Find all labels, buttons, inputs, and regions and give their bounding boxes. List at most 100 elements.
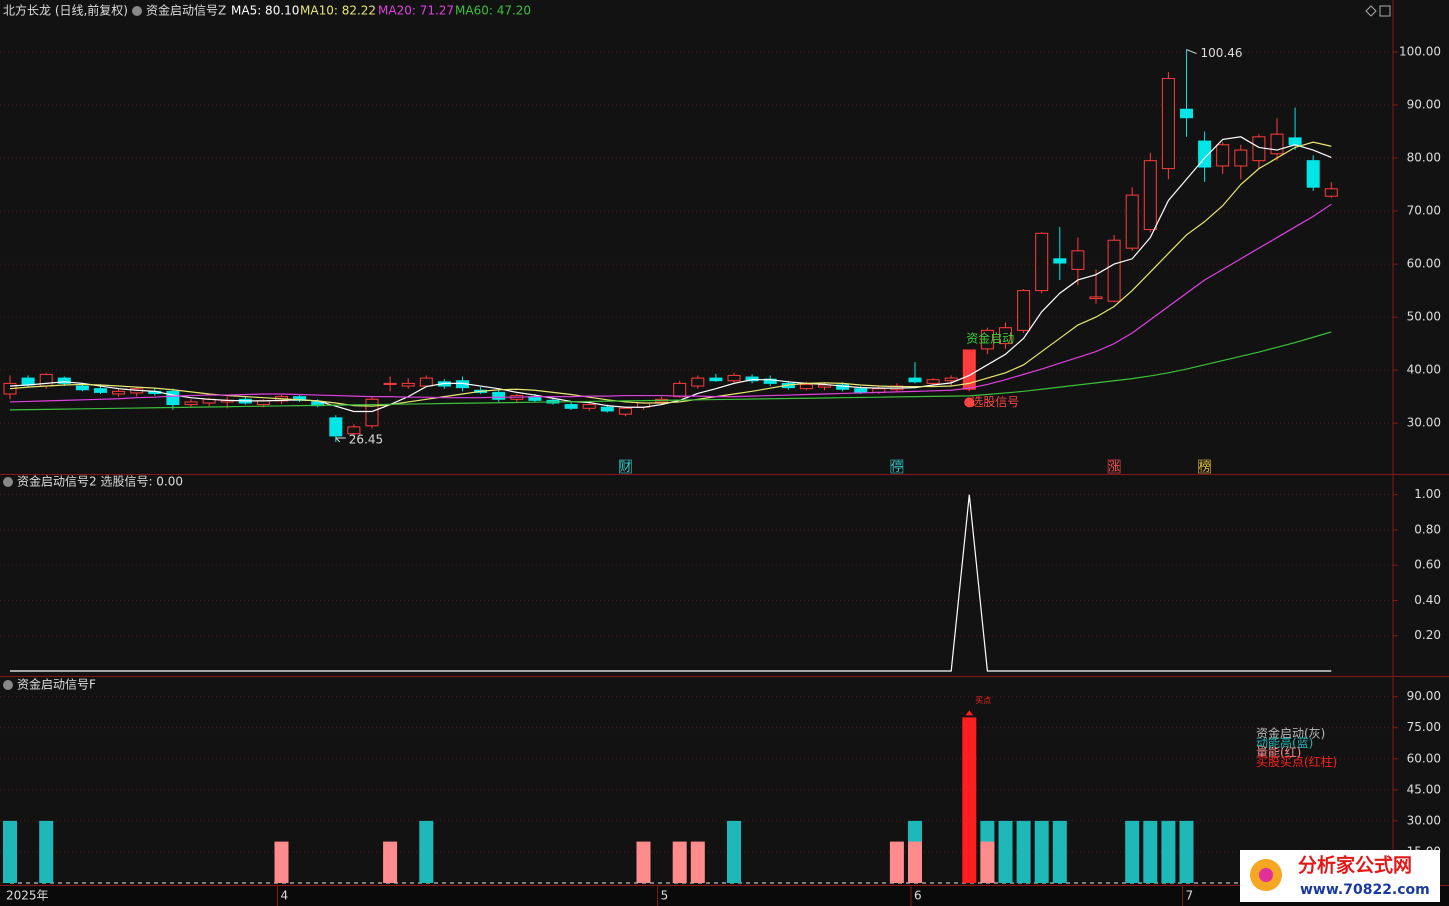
annotation: 买点 (975, 696, 991, 705)
bar (889, 841, 904, 883)
candle-body (673, 382, 687, 398)
bar (3, 820, 17, 883)
ma-line (9, 331, 1332, 411)
bar (980, 841, 995, 883)
candle-body (1071, 250, 1085, 270)
bar (1016, 820, 1031, 883)
candle-body (564, 404, 578, 409)
candle-body (745, 376, 759, 382)
y-tick-label: 0.80 (1414, 522, 1441, 536)
candle-body (94, 388, 107, 393)
candle-body (962, 349, 976, 390)
high-label: 100.46 (1201, 46, 1243, 60)
candle-body (854, 388, 868, 393)
y-tick-label: 100.00 (1399, 44, 1441, 58)
candle-body (1234, 149, 1248, 167)
logo-url: www.70822.com (1300, 882, 1430, 898)
bar (383, 841, 398, 883)
event-badge (1198, 459, 1211, 474)
y-tick-label: 75.00 (1407, 720, 1441, 734)
candle-body (166, 390, 180, 406)
candle-body (618, 407, 632, 415)
event-label: 涨 (1108, 459, 1120, 474)
x-axis-strip (0, 886, 1449, 906)
candle-body (980, 329, 994, 350)
candle-body (582, 404, 596, 409)
candle-body (75, 385, 89, 391)
candle-body (799, 383, 813, 390)
bar (1052, 820, 1067, 883)
bar (962, 717, 977, 883)
bar (1034, 820, 1049, 883)
icon (132, 6, 142, 16)
bar (908, 841, 922, 883)
legend-entry: 买股买点(红柱) (1256, 754, 1337, 769)
candle-body (727, 374, 741, 382)
x-tick-label: 4 (281, 889, 289, 903)
candle-body (691, 377, 705, 387)
candle-body (1198, 140, 1212, 168)
bar (1179, 820, 1194, 883)
icon (3, 477, 13, 487)
candle-body (1288, 137, 1302, 146)
bar (690, 841, 705, 883)
event-badge (619, 459, 632, 474)
annotation: 资金启动 (966, 330, 1014, 345)
candle-body (184, 401, 198, 406)
buy-marker (965, 710, 974, 716)
y-tick-label: 90.00 (1407, 689, 1441, 703)
y-tick-label: 0.60 (1414, 558, 1441, 572)
x-tick-label: 5 (661, 889, 669, 903)
candle-body (401, 382, 415, 387)
candle-body (709, 377, 723, 382)
y-tick-label: 1.00 (1414, 487, 1441, 501)
legend-entry: MA60: 47.20 (455, 4, 531, 18)
bar (274, 841, 289, 883)
bar (727, 820, 741, 883)
candle-body (1035, 232, 1049, 292)
event-label: 停 (891, 459, 903, 474)
logo-icon (1259, 868, 1273, 882)
event-badge (1107, 459, 1121, 474)
arrow (1186, 49, 1197, 54)
bar (1125, 820, 1140, 883)
candle-body (926, 379, 940, 384)
y-tick-label: 50.00 (1407, 310, 1441, 324)
candle-body (347, 426, 361, 435)
y-tick-label: 90.00 (1407, 97, 1441, 111)
icon[interactable] (1365, 5, 1377, 17)
indicator-name: 资金启动信号Z (146, 3, 226, 18)
x-tick-label: 6 (914, 889, 922, 903)
icon[interactable] (1379, 5, 1391, 17)
candle-body (944, 377, 958, 382)
ma-line (9, 141, 1332, 407)
arrow (335, 437, 346, 443)
y-tick-label: 40.00 (1407, 363, 1441, 377)
y-tick-label: 0.40 (1414, 593, 1441, 607)
candle-body (57, 377, 71, 384)
event-label: 财 (619, 460, 631, 474)
bar (419, 820, 434, 883)
low-label: 26.45 (349, 432, 383, 446)
y-tick-label: 60.00 (1407, 751, 1441, 765)
bar (1161, 820, 1176, 883)
x-tick-label: 2025年 (6, 889, 49, 903)
candle-body (383, 382, 397, 385)
candle-body (419, 377, 433, 387)
y-tick-label: 30.00 (1407, 416, 1441, 430)
chart-title: 北方长龙 (日线,前复权) (3, 3, 128, 18)
bar (672, 841, 687, 883)
legend-entry: 量能(红) (1256, 745, 1301, 760)
candle-body (1053, 258, 1067, 264)
y-tick-label: 80.00 (1407, 151, 1441, 165)
y-tick-label: 30.00 (1407, 813, 1441, 827)
bar (636, 841, 651, 883)
candle-body (1089, 296, 1103, 300)
candle-body (492, 391, 506, 400)
bar (998, 820, 1013, 883)
candle-body (999, 327, 1012, 345)
ma-line (9, 203, 1332, 403)
candle-body (1306, 160, 1320, 188)
